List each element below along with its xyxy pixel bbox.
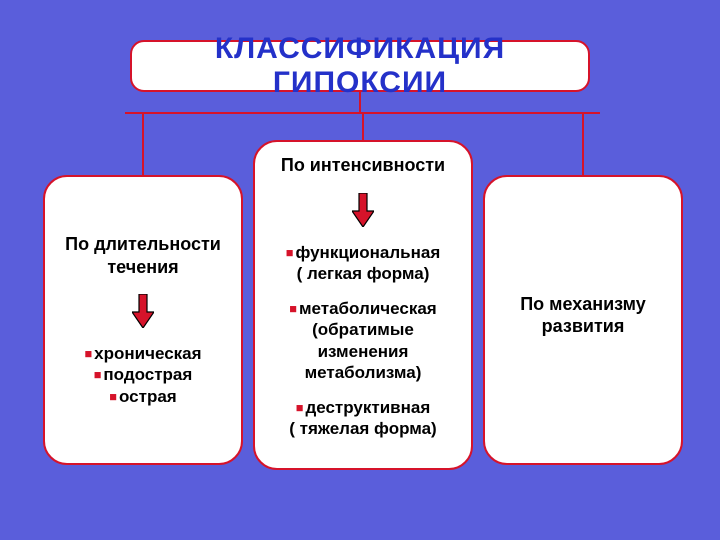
category-heading-intensity: По интенсивности bbox=[265, 154, 461, 177]
arrow-down-icon bbox=[352, 193, 374, 232]
bullet-group: ■функциональная( легкая форма) bbox=[265, 242, 461, 285]
category-heading-duration: По длительноститечения bbox=[55, 233, 231, 278]
title-text: КЛАССИФИКАЦИЯ ГИПОКСИИ bbox=[132, 32, 588, 100]
bullet-group: ■деструктивная( тяжелая форма) bbox=[265, 397, 461, 440]
bullet-item: ■подострая bbox=[55, 364, 231, 385]
connector-drop-b bbox=[362, 112, 364, 140]
category-heading-mechanism: По механизмуразвития bbox=[495, 293, 671, 338]
bullet-item: ■метаболическая bbox=[265, 298, 461, 319]
bullet-item: (обратимые bbox=[265, 319, 461, 340]
bullet-item: ■острая bbox=[55, 386, 231, 407]
bullet-item: ( тяжелая форма) bbox=[265, 418, 461, 439]
category-intensity: По интенсивности ■функциональная( легкая… bbox=[253, 140, 473, 470]
bullet-item: метаболизма) bbox=[265, 362, 461, 383]
category-mechanism: По механизмуразвития bbox=[483, 175, 683, 465]
arrow-down-icon bbox=[132, 294, 154, 333]
bullet-item: ■функциональная bbox=[265, 242, 461, 263]
bullet-group: ■хроническая■подострая■острая bbox=[55, 343, 231, 407]
bullet-item: изменения bbox=[265, 341, 461, 362]
category-duration: По длительноститечения ■хроническая■подо… bbox=[43, 175, 243, 465]
bullet-group: ■метаболическая(обратимыеизмененияметабо… bbox=[265, 298, 461, 383]
diagram-title: КЛАССИФИКАЦИЯ ГИПОКСИИ bbox=[130, 40, 590, 92]
connector-drop-c bbox=[582, 112, 584, 175]
bullet-item: ( легкая форма) bbox=[265, 263, 461, 284]
bullet-item: ■хроническая bbox=[55, 343, 231, 364]
bullet-item: ■деструктивная bbox=[265, 397, 461, 418]
connector-drop-a bbox=[142, 112, 144, 175]
